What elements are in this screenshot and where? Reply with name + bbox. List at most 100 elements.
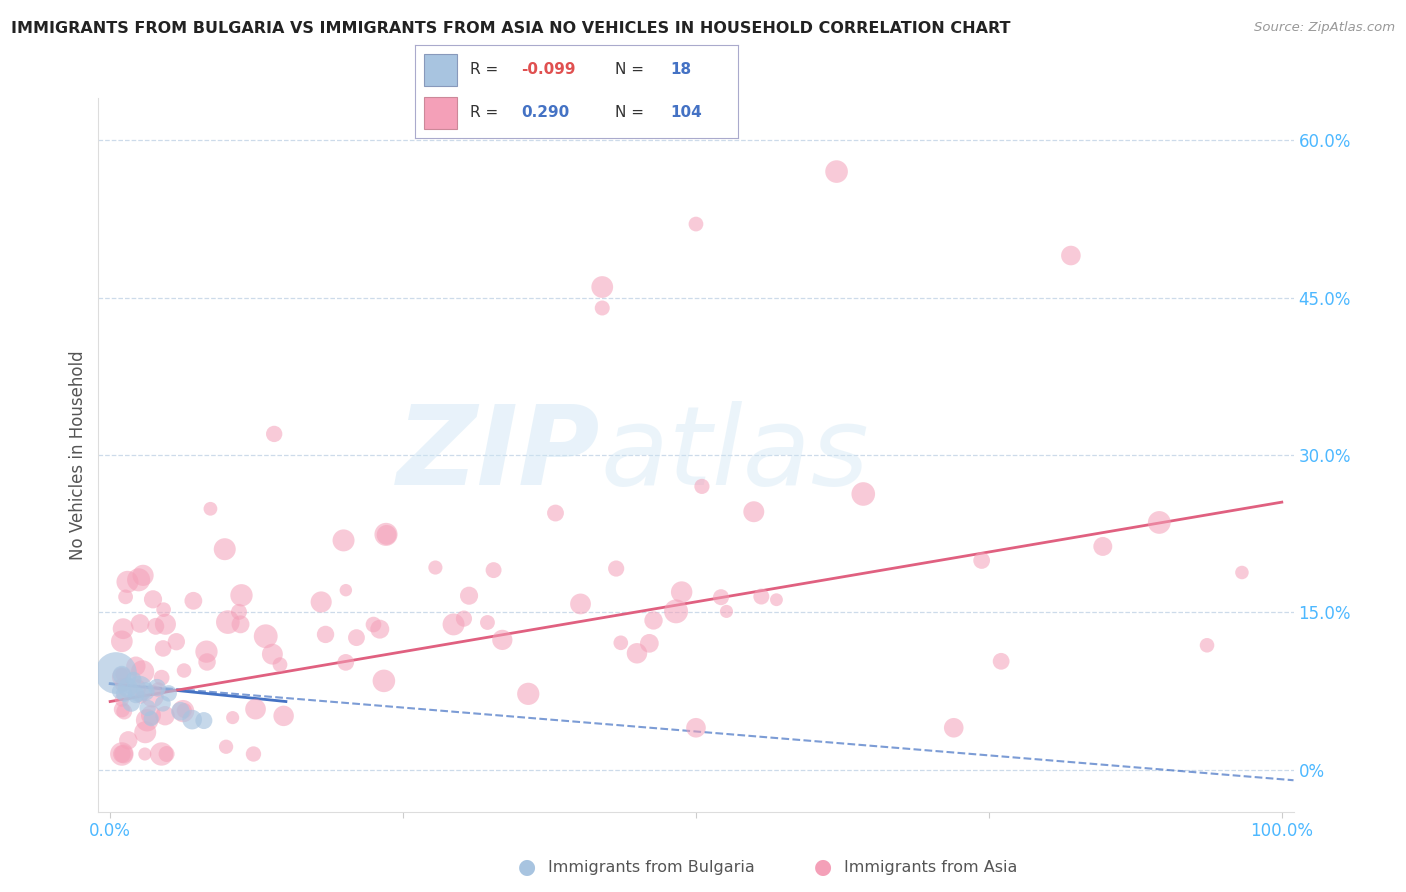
- Point: [157, 686, 180, 700]
- Point: [112, 687, 135, 701]
- Point: [263, 426, 285, 441]
- Point: [229, 617, 252, 632]
- Text: R =: R =: [470, 105, 498, 120]
- Point: [990, 654, 1012, 668]
- Point: [134, 684, 156, 698]
- Point: [1091, 540, 1114, 554]
- Point: [517, 687, 540, 701]
- Point: [335, 656, 357, 670]
- Point: [245, 702, 267, 716]
- Point: [117, 681, 139, 695]
- Point: [111, 667, 134, 681]
- Point: [155, 617, 177, 632]
- Point: [136, 701, 159, 715]
- Point: [217, 615, 239, 629]
- Point: [643, 614, 665, 628]
- Point: [145, 619, 167, 633]
- Bar: [425, 97, 457, 129]
- Text: ●: ●: [519, 857, 536, 877]
- Text: ●: ●: [814, 857, 831, 877]
- Point: [169, 704, 191, 718]
- Point: [132, 568, 155, 582]
- Point: [742, 505, 765, 519]
- Point: [671, 585, 693, 599]
- Point: [111, 670, 134, 684]
- Point: [214, 542, 236, 557]
- Point: [242, 747, 264, 761]
- Point: [591, 280, 613, 294]
- Point: [129, 690, 152, 705]
- Point: [142, 690, 165, 704]
- Point: [127, 681, 149, 695]
- Point: [183, 594, 205, 608]
- Point: [373, 673, 395, 688]
- Point: [139, 708, 162, 723]
- Text: 104: 104: [671, 105, 702, 120]
- Text: IMMIGRANTS FROM BULGARIA VS IMMIGRANTS FROM ASIA NO VEHICLES IN HOUSEHOLD CORREL: IMMIGRANTS FROM BULGARIA VS IMMIGRANTS F…: [11, 21, 1011, 37]
- Point: [262, 647, 284, 661]
- Point: [332, 533, 354, 548]
- Point: [1060, 248, 1083, 262]
- Text: Immigrants from Asia: Immigrants from Asia: [844, 860, 1017, 874]
- Point: [136, 713, 159, 727]
- Point: [1149, 516, 1171, 530]
- Point: [153, 708, 176, 723]
- Point: [335, 583, 357, 598]
- Point: [111, 668, 134, 682]
- Point: [128, 573, 150, 587]
- Point: [690, 479, 713, 493]
- Point: [491, 632, 513, 647]
- Text: N =: N =: [616, 105, 644, 120]
- Text: 18: 18: [671, 62, 692, 78]
- Point: [134, 747, 156, 761]
- Point: [231, 588, 253, 602]
- Point: [852, 487, 875, 501]
- Point: [165, 634, 187, 648]
- Point: [112, 747, 135, 761]
- Point: [346, 631, 368, 645]
- Point: [117, 574, 139, 589]
- Point: [710, 591, 733, 605]
- Point: [425, 560, 447, 574]
- Point: [155, 747, 177, 761]
- Point: [152, 641, 174, 656]
- Point: [134, 725, 156, 739]
- Point: [228, 605, 250, 619]
- Point: [254, 629, 277, 643]
- Point: [477, 615, 499, 630]
- Point: [626, 646, 648, 660]
- Point: [129, 616, 152, 631]
- Point: [105, 665, 128, 680]
- Point: [200, 501, 222, 516]
- Point: [273, 709, 295, 723]
- Point: [181, 713, 204, 727]
- Text: N =: N =: [616, 62, 644, 78]
- Point: [970, 553, 993, 567]
- Point: [131, 665, 153, 679]
- Point: [215, 739, 238, 754]
- Point: [150, 671, 173, 685]
- Point: [825, 164, 848, 178]
- Point: [152, 697, 174, 711]
- Bar: [425, 54, 457, 86]
- Point: [443, 617, 465, 632]
- Point: [125, 659, 148, 673]
- Point: [1230, 566, 1253, 580]
- Text: Source: ZipAtlas.com: Source: ZipAtlas.com: [1254, 21, 1395, 35]
- Y-axis label: No Vehicles in Household: No Vehicles in Household: [69, 350, 87, 560]
- Point: [112, 705, 135, 719]
- Point: [315, 627, 337, 641]
- Point: [117, 733, 139, 747]
- Point: [146, 681, 169, 695]
- Text: 0.290: 0.290: [522, 105, 569, 120]
- Point: [111, 747, 134, 761]
- Point: [146, 682, 169, 697]
- Point: [685, 721, 707, 735]
- Point: [221, 710, 243, 724]
- Point: [193, 714, 215, 728]
- Text: R =: R =: [470, 62, 498, 78]
- Point: [195, 655, 218, 669]
- Text: -0.099: -0.099: [522, 62, 576, 78]
- Point: [544, 506, 567, 520]
- Point: [375, 527, 398, 541]
